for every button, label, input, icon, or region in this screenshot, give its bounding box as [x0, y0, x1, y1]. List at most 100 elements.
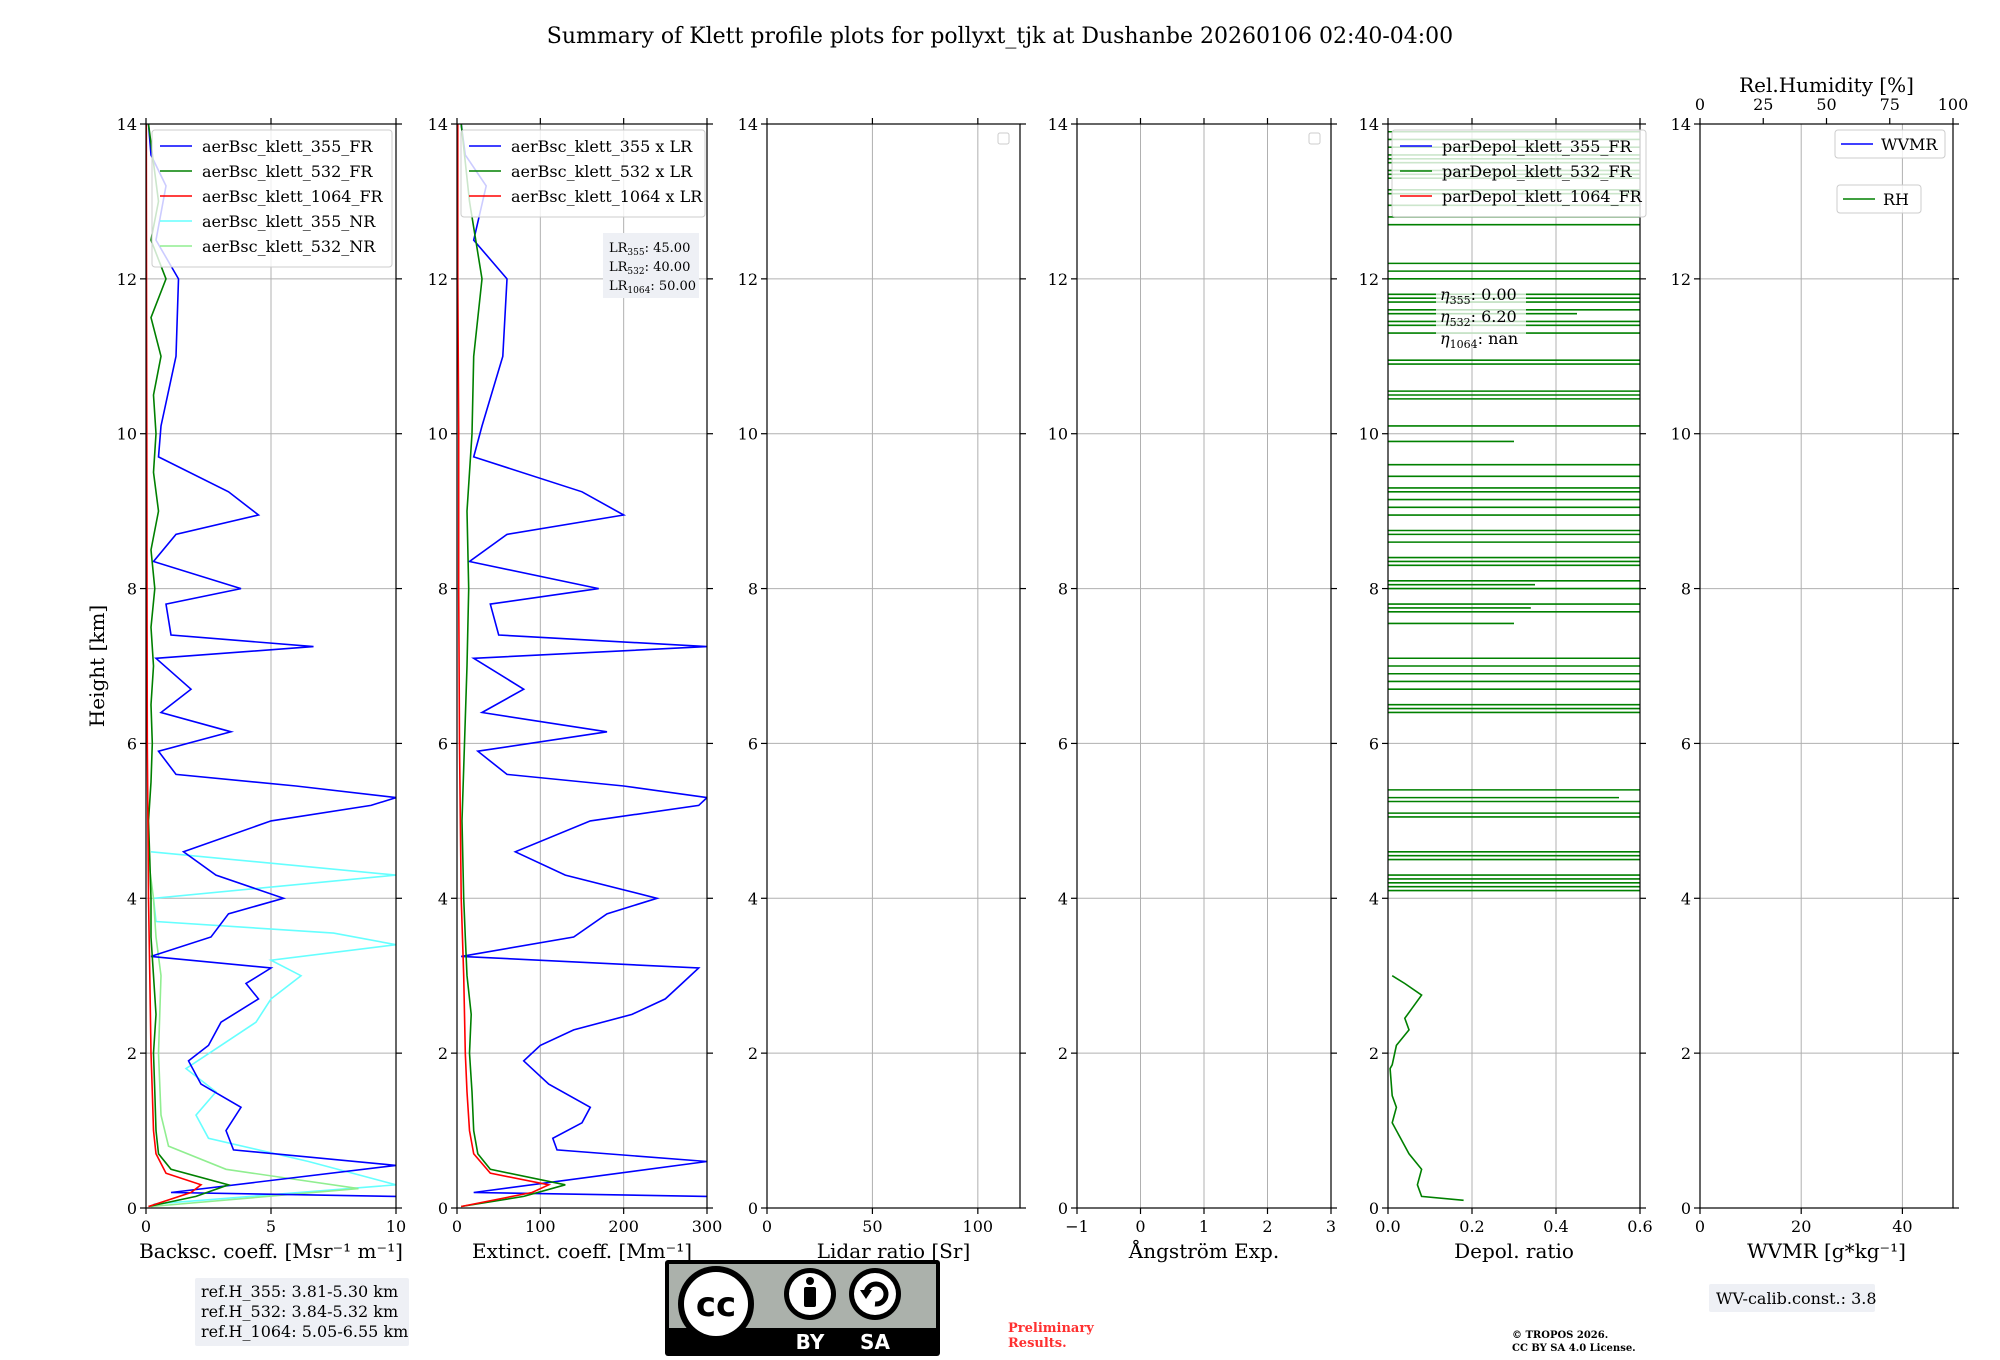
panel-depol: 0 2 4 6 8 10 12 14 0.0 0.2 0.4 0.6 Depol. ratio parDe…	[1359, 115, 1653, 1263]
y-tick-label: 10	[1671, 425, 1691, 444]
legend-box	[460, 129, 706, 218]
legend-label: aerBsc_klett_532_NR	[202, 237, 376, 256]
legend-label: RH	[1883, 190, 1909, 209]
y-tick-label: 8	[127, 580, 137, 599]
x-tick-label: 10	[386, 1217, 406, 1236]
legend-label: aerBsc_klett_1064 x LR	[511, 187, 703, 206]
legend-box	[1834, 129, 1946, 159]
lr-532: LR532: 40.00	[609, 260, 690, 277]
x-tick-label: 40	[1892, 1217, 1912, 1236]
preliminary-line-1: Preliminary	[1008, 1321, 1094, 1336]
y-tick-label: 6	[1369, 734, 1379, 753]
y-tick-label: 0	[1058, 1199, 1068, 1218]
series-aerBsc_klett_355 x LR	[460, 124, 707, 1198]
sa-label: SA	[860, 1330, 890, 1354]
y-tick-label: 10	[117, 425, 137, 444]
series-aerBsc_klett_355_NR	[150, 851, 396, 1205]
ref-height-1064: ref.H_1064: 5.05-6.55 km	[201, 1322, 408, 1341]
x-tick-label: 100	[963, 1217, 994, 1236]
cc-logo-text: cc	[696, 1285, 736, 1325]
ref-heights-box: ref.H_355: 3.81-5.30 km ref.H_532: 3.84-…	[195, 1278, 409, 1346]
y-tick-label: 0	[748, 1199, 758, 1218]
y-tick-label: 8	[1058, 580, 1068, 599]
legend-label: aerBsc_klett_532 x LR	[511, 162, 693, 181]
series-group	[457, 124, 707, 1208]
legend-label: parDepol_klett_1064_FR	[1442, 187, 1643, 206]
y-tick-label: 8	[1681, 580, 1691, 599]
x-tick-label: 0.4	[1543, 1217, 1568, 1236]
lr-1064: LR1064: 50.00	[609, 279, 696, 296]
wv-calib-box: WV-calib.const.: 3.8	[1709, 1284, 1877, 1312]
y-tick-label: 2	[127, 1044, 137, 1063]
legend-label: aerBsc_klett_1064_FR	[202, 187, 384, 206]
y-tick-label: 2	[748, 1044, 758, 1063]
x-axis-label: Ångström Exp.	[1128, 1238, 1279, 1263]
y-tick-label: 6	[1681, 734, 1691, 753]
y-tick-label: 12	[428, 270, 448, 289]
legend-label: aerBsc_klett_355_NR	[202, 212, 376, 231]
top-x-tick-label: 100	[1938, 95, 1969, 114]
panel-bsc: 0 2 4 6 8 10 12 14 0 5 10 Backsc. coeff. [Msr⁻¹ m⁻¹…	[85, 115, 406, 1263]
lr-355: LR355: 45.00	[609, 241, 690, 258]
y-tick-label: 10	[1359, 425, 1379, 444]
legend-box	[1836, 184, 1922, 214]
preliminary-note: Preliminary Results.	[1008, 1321, 1094, 1351]
y-axis-label: Height [km]	[85, 605, 109, 727]
ref-height-532: ref.H_532: 3.84-5.32 km	[201, 1302, 398, 1321]
legend: aerBsc_klett_355 x LR aerBsc_klett_532 x …	[460, 129, 706, 218]
y-tick-label: 14	[1359, 115, 1379, 134]
y-tick-label: 8	[748, 580, 758, 599]
copyright-note: © TROPOS 2026. CC BY SA 4.0 License.	[1512, 1330, 1636, 1354]
legend-label: WVMR	[1881, 135, 1938, 154]
y-tick-label: 0	[127, 1199, 137, 1218]
y-tick-label: 14	[428, 115, 448, 134]
y-tick-label: 0	[438, 1199, 448, 1218]
axes-frame	[766, 123, 1021, 1209]
legend-WVMR: WVMR	[1834, 129, 1946, 159]
y-tick-label: 0	[1681, 1199, 1691, 1218]
series-group	[146, 124, 396, 1208]
axes-frame	[1699, 123, 1954, 1209]
y-tick-label: 14	[738, 115, 758, 134]
y-tick-label: 2	[438, 1044, 448, 1063]
y-tick-label: 12	[1359, 270, 1379, 289]
cc-license-badge: cc BY SA	[665, 1260, 940, 1356]
legend-label: parDepol_klett_532_FR	[1442, 162, 1633, 181]
figure-title: Summary of Klett profile plots for polly…	[547, 24, 1453, 49]
legend-RH: RH	[1836, 184, 1922, 214]
eta-355: η355: 0.00	[1440, 285, 1517, 307]
eta-532: η532: 6.20	[1440, 307, 1517, 329]
x-tick-label: 0	[1135, 1217, 1145, 1236]
y-tick-label: 10	[1048, 425, 1068, 444]
y-tick-label: 4	[1058, 889, 1068, 908]
x-tick-label: 20	[1791, 1217, 1811, 1236]
y-tick-label: 6	[1058, 734, 1068, 753]
preliminary-line-2: Results.	[1008, 1336, 1067, 1351]
legend: aerBsc_klett_355_FR aerBsc_klett_532_FRae…	[151, 129, 393, 268]
y-tick-label: 8	[1369, 580, 1379, 599]
top-x-axis-label: Rel.Humidity [%]	[1739, 73, 1914, 97]
y-tick-label: 8	[438, 580, 448, 599]
legend-label: aerBsc_klett_355 x LR	[511, 137, 693, 156]
x-axis-label: Backsc. coeff. [Msr⁻¹ m⁻¹]	[139, 1239, 403, 1263]
top-x-tick-label: 0	[1695, 95, 1705, 114]
y-tick-label: 14	[1671, 115, 1691, 134]
empty-legend	[997, 132, 1010, 145]
series-aerBsc_klett_532_NR	[147, 859, 359, 1208]
y-tick-label: 4	[748, 889, 758, 908]
x-tick-label: 0.6	[1627, 1217, 1652, 1236]
panel-lr: 0 2 4 6 8 10 12 14 0 50 100 Lidar ratio [Sr]	[738, 115, 1026, 1263]
copyright-line-2: CC BY SA 4.0 License.	[1512, 1343, 1636, 1354]
lr-box-bg	[603, 233, 699, 298]
x-tick-label: 300	[692, 1217, 723, 1236]
y-tick-label: 12	[1048, 270, 1068, 289]
x-tick-label: 0	[762, 1217, 772, 1236]
y-tick-label: 0	[1369, 1199, 1379, 1218]
x-tick-label: 0.0	[1375, 1217, 1400, 1236]
legend-label: aerBsc_klett_532_FR	[202, 162, 373, 181]
y-tick-label: 2	[1681, 1044, 1691, 1063]
y-tick-label: 6	[127, 734, 137, 753]
